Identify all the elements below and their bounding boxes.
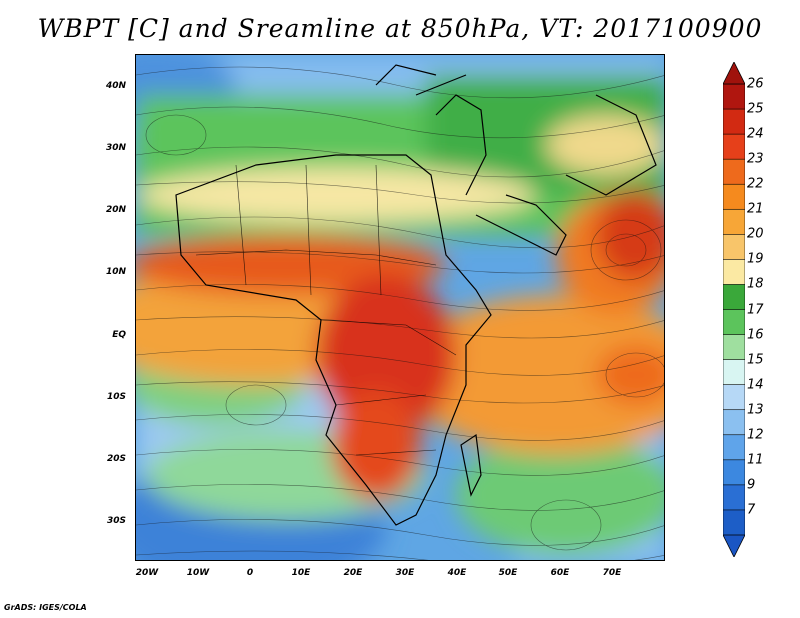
- colorbar-label: 20: [747, 226, 764, 242]
- lat-label-20n: 20N: [105, 205, 126, 215]
- colorbar-label: 11: [747, 452, 764, 468]
- lat-label-30s: 30S: [106, 516, 126, 526]
- colorbar-swatch: [723, 509, 745, 536]
- colorbar-bottom-arrow: [723, 534, 745, 557]
- lat-label-20s: 20S: [106, 454, 126, 464]
- colorbar-label: 12: [747, 427, 764, 443]
- lat-label-10s: 10S: [106, 392, 126, 402]
- colorbar-swatch: [723, 108, 745, 135]
- map-title: WBPT [C] and Sreamline at 850hPa, VT: 20…: [37, 14, 763, 43]
- lat-label-eq: EQ: [112, 330, 126, 340]
- colorbar-swatch: [723, 183, 745, 211]
- colorbar-swatch: [723, 234, 745, 261]
- colorbar-label: 21: [747, 201, 764, 217]
- colorbar-swatch: [723, 359, 745, 386]
- colorbar-swatch: [723, 384, 745, 411]
- colorbar-swatch: [723, 434, 745, 461]
- colorbar-swatch: [723, 259, 745, 286]
- lon-label-40e: 40E: [447, 568, 467, 578]
- colorbar-label: 14: [747, 377, 764, 393]
- colorbar-swatch: [723, 484, 745, 511]
- map-panel: [135, 54, 665, 561]
- colorbar: [723, 62, 745, 557]
- colorbar-label: 22: [747, 176, 764, 192]
- colorbar-swatch: [723, 334, 745, 361]
- colorbar-label: 26: [747, 76, 764, 92]
- colorbar-label: 24: [747, 126, 764, 142]
- lon-label-20e: 20E: [343, 568, 363, 578]
- colorbar-label: 13: [747, 402, 764, 418]
- lon-label-0: 0: [246, 568, 254, 578]
- colorbar-label: 18: [747, 276, 764, 292]
- colorbar-swatch: [723, 459, 745, 486]
- colorbar-swatch: [723, 409, 745, 436]
- colorbar-swatch: [723, 158, 745, 186]
- grads-credit: GrADS: IGES/COLA: [4, 603, 87, 612]
- colorbar-swatch: [723, 284, 745, 311]
- colorbar-swatch: [723, 83, 745, 110]
- country-borders: [195, 164, 457, 456]
- colorbar-label: 7: [747, 502, 756, 518]
- colorbar-swatch: [723, 208, 745, 236]
- coastlines: [175, 64, 657, 526]
- colorbar-swatch: [723, 133, 745, 160]
- streamlines: [136, 66, 664, 560]
- colorbar-label: 17: [747, 302, 764, 317]
- lon-label-20w: 20W: [135, 568, 159, 578]
- colorbar-label: 19: [747, 251, 764, 267]
- lon-label-10e: 10E: [291, 568, 311, 578]
- lon-label-60e: 60E: [550, 568, 570, 578]
- colorbar-swatch: [723, 309, 745, 336]
- colorbar-label: 25: [747, 101, 764, 117]
- colorbar-label: 23: [747, 151, 764, 167]
- wbpt-field-map: [136, 55, 664, 560]
- colorbar-label: 16: [747, 327, 764, 343]
- colorbar-top-arrow: [723, 62, 745, 85]
- lon-label-50e: 50E: [498, 568, 518, 578]
- lon-label-30e: 30E: [395, 568, 415, 578]
- colorbar-label: 9: [747, 477, 756, 493]
- lat-label-30n: 30N: [105, 143, 126, 153]
- lat-label-10n: 10N: [105, 267, 126, 277]
- colorbar-label: 15: [747, 352, 764, 368]
- lon-label-70e: 70E: [602, 568, 622, 578]
- lon-label-10w: 10W: [186, 568, 210, 578]
- lat-label-40n: 40N: [105, 81, 126, 91]
